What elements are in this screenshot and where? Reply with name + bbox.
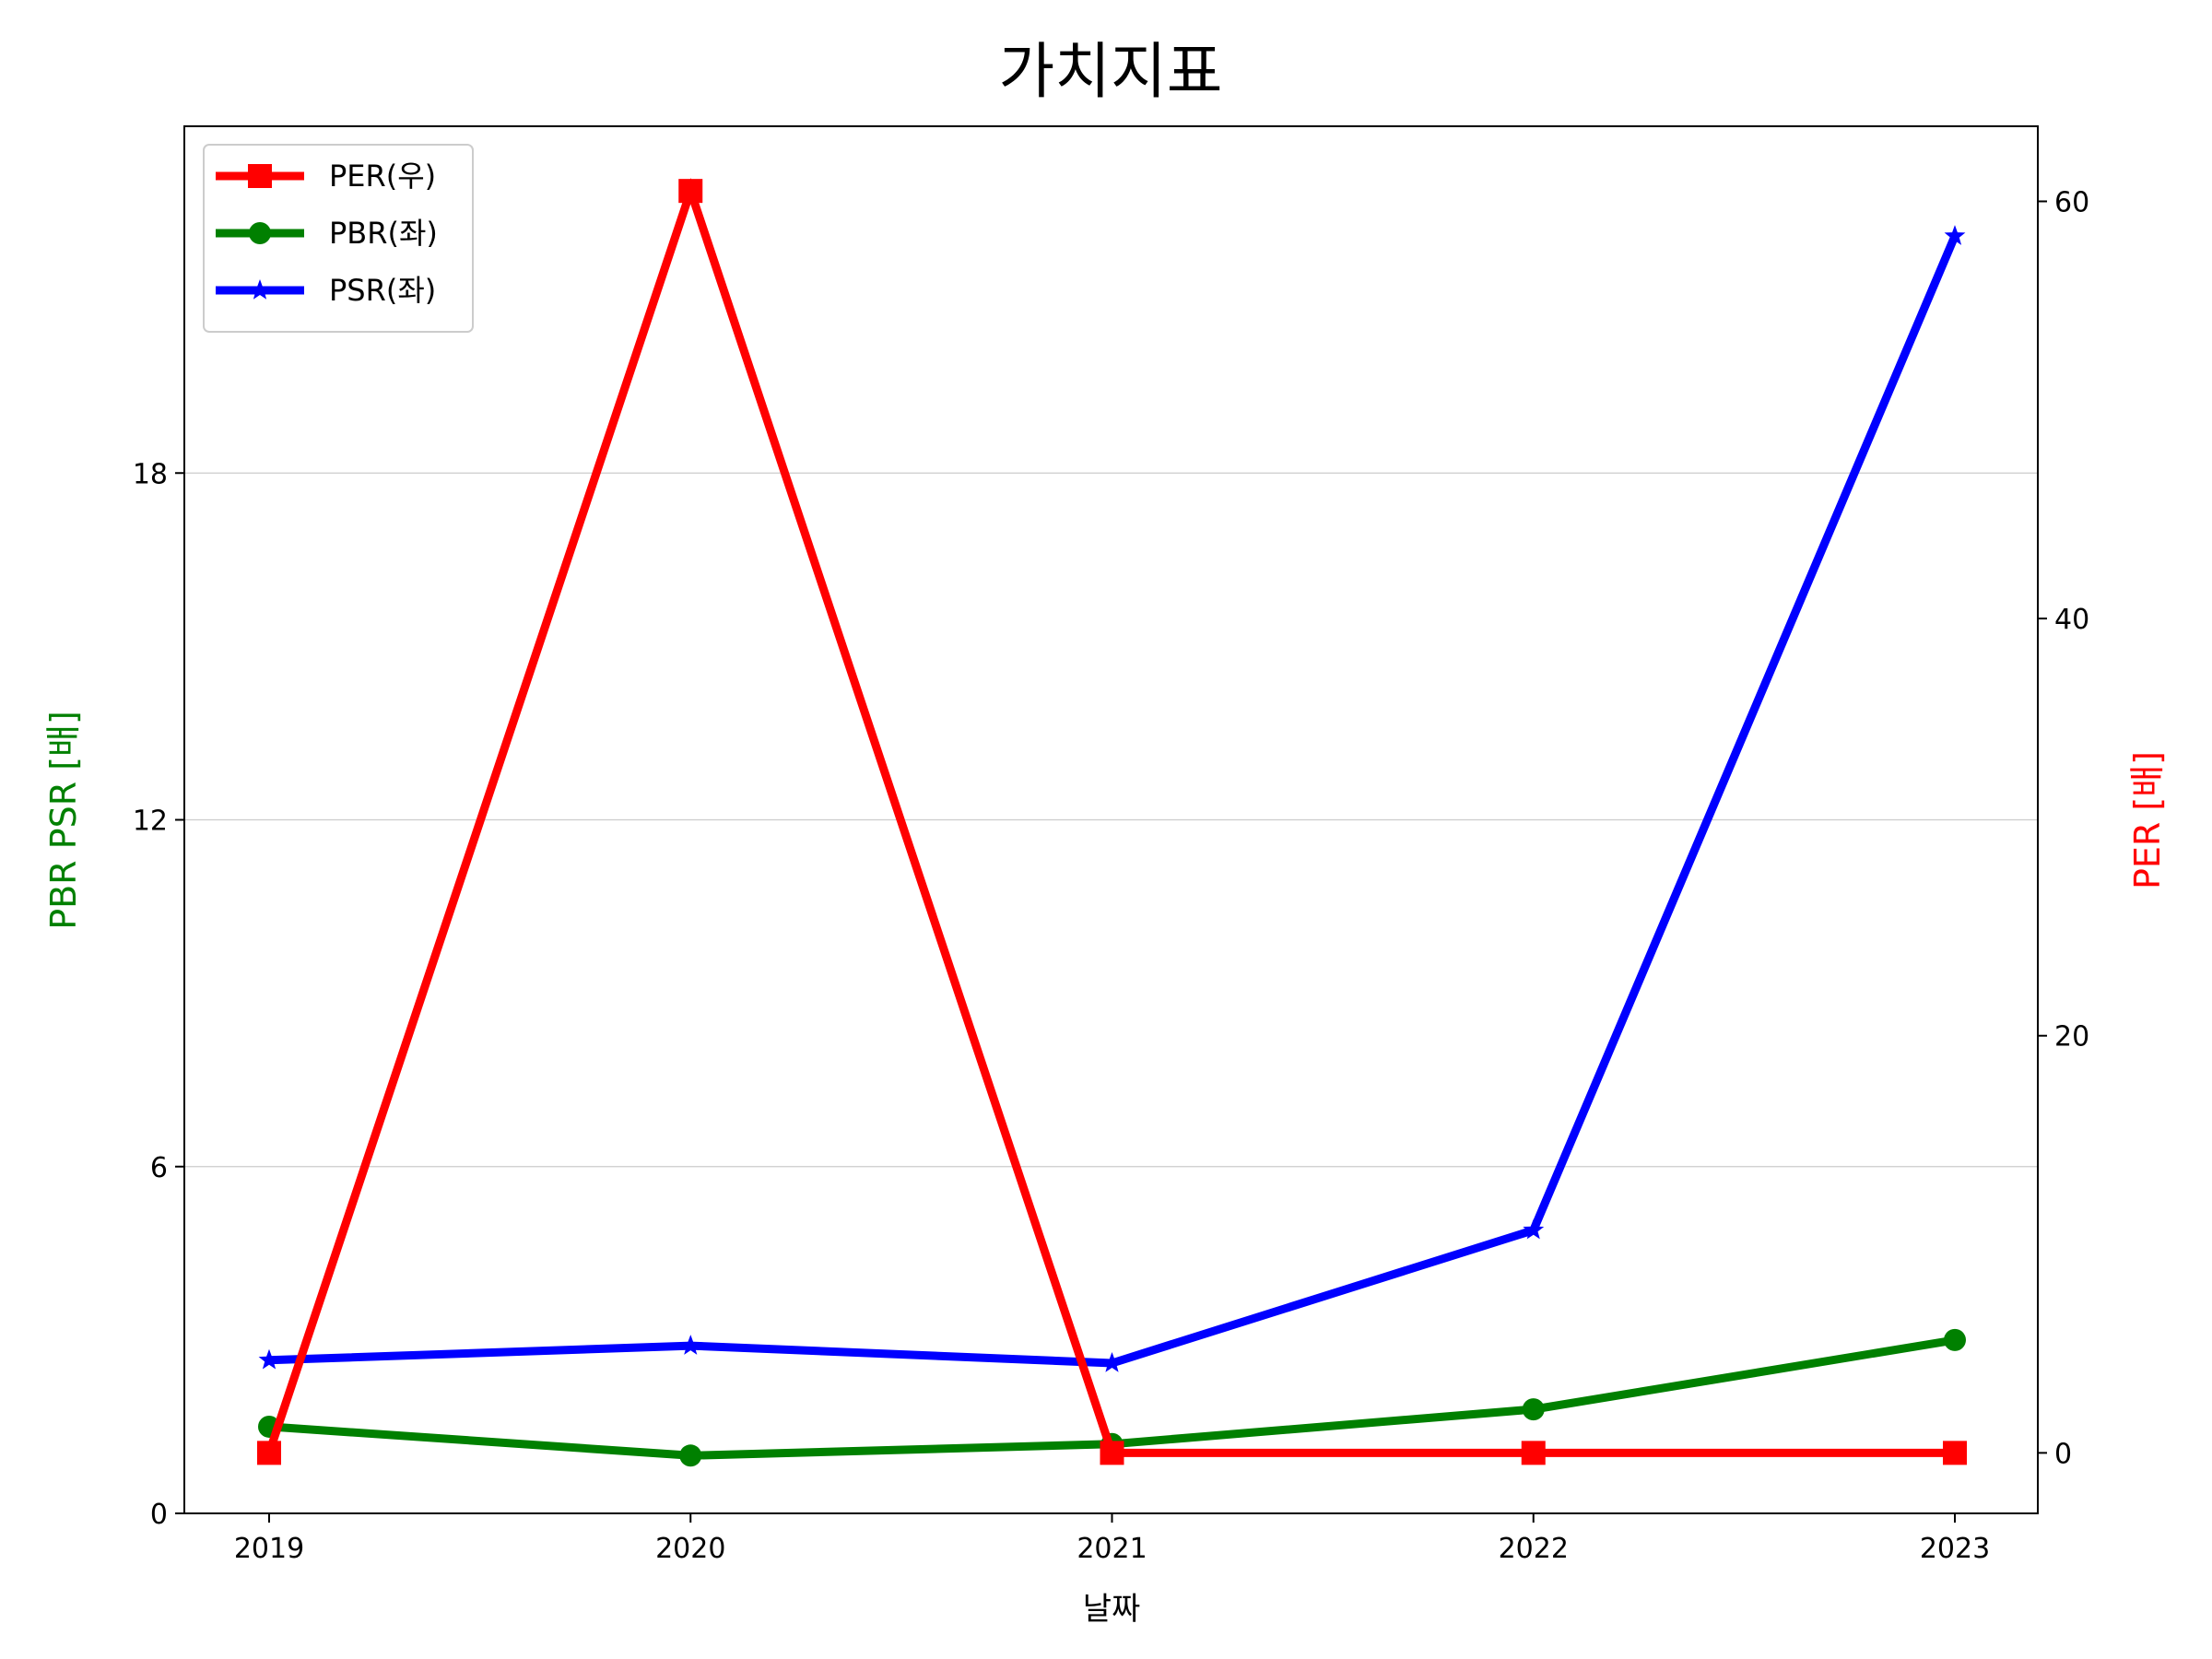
series-star-group (258, 225, 1966, 1372)
legend-marker (249, 222, 271, 244)
series-square-group (257, 177, 1967, 1465)
legend-box (203, 144, 474, 333)
y-axis-left: 0 6 12 18 (133, 458, 184, 1531)
y-left-tick-label: 12 (133, 806, 168, 838)
data-point-square (1943, 1441, 1967, 1465)
y-axis-right-title: PER [배] (2127, 751, 2168, 889)
x-tick-label: 2021 (1077, 1533, 1147, 1565)
y-right-tick-label: 0 (2054, 1438, 2072, 1470)
y-right-tick-label: 20 (2054, 1021, 2089, 1053)
y-right-tick-label: 60 (2054, 186, 2089, 218)
x-tick-label: 2022 (1499, 1533, 1569, 1565)
legend-marker (249, 279, 271, 300)
y-left-tick-label: 0 (150, 1499, 168, 1531)
data-point-circle (1522, 1398, 1545, 1421)
legend-marker (248, 164, 272, 188)
data-point-circle (679, 1444, 702, 1467)
data-point-star (1944, 225, 1966, 245)
legend: PER(우) PBR(좌) PSR(좌) (203, 144, 474, 333)
data-point-square (1100, 1441, 1124, 1465)
legend-entry: PBR(좌) (216, 216, 438, 251)
legend-label: PBR(좌) (329, 216, 438, 251)
y-right-tick-label: 40 (2054, 604, 2089, 636)
data-point-square (257, 1441, 281, 1465)
chart-title: 가치지표 (999, 36, 1223, 107)
legend-entry: PSR(좌) (216, 273, 436, 308)
legend-entry: PER(우) (216, 159, 436, 194)
data-point-square (1521, 1441, 1546, 1465)
series-layer (257, 177, 1967, 1467)
x-axis-title: 날짜 (1083, 1591, 1141, 1628)
x-axis: 2019 2020 2021 2022 2023 (234, 1513, 1990, 1565)
y-left-tick-label: 6 (150, 1152, 168, 1184)
y-left-tick-label: 18 (133, 458, 168, 490)
legend-label: PSR(좌) (329, 273, 436, 308)
data-point-circle (1944, 1328, 1966, 1351)
x-tick-label: 2023 (1920, 1533, 1990, 1565)
y-axis-right: 0 20 40 60 (2038, 186, 2089, 1470)
data-point-square (678, 179, 703, 204)
data-point-star (1101, 1352, 1123, 1372)
x-tick-label: 2020 (655, 1533, 725, 1565)
legend-label: PER(우) (329, 159, 436, 194)
y-axis-left-title: PBR PSR [배] (43, 711, 84, 930)
data-point-star (258, 1348, 280, 1370)
data-point-star (1523, 1218, 1545, 1240)
x-tick-label: 2019 (234, 1533, 304, 1565)
data-point-star (679, 1335, 701, 1355)
